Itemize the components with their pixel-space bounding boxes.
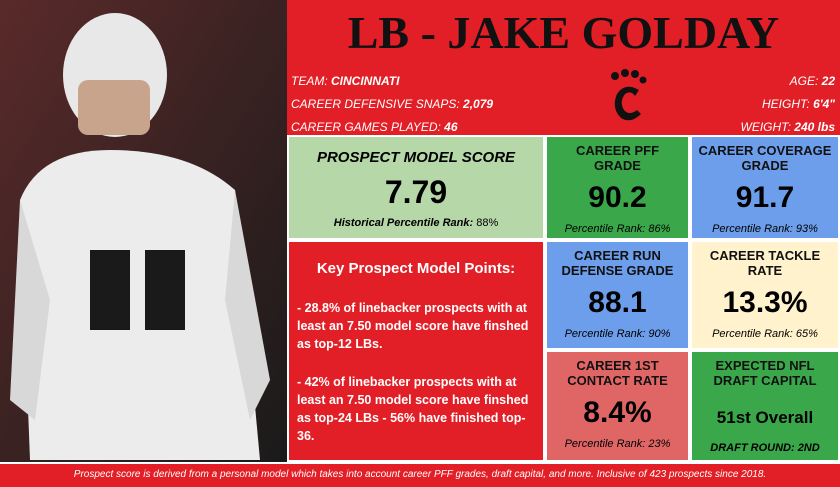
prospect-title: PROSPECT MODEL SCORE <box>316 149 516 166</box>
info-value: 6'4" <box>813 97 835 111</box>
stat-value: 88.1 <box>588 286 647 319</box>
stat-value: 13.3% <box>722 286 808 319</box>
info-label: CAREER DEFENSIVE SNAPS: <box>291 97 464 111</box>
stat-card: CAREER RUN DEFENSE GRADE 88.1 Percentile… <box>545 240 690 350</box>
rank-value: 23% <box>648 438 671 450</box>
info-label: WEIGHT: <box>740 120 795 134</box>
info-value: CINCINNATI <box>331 74 400 88</box>
info-value: 2,079 <box>463 97 494 111</box>
rank-label: Percentile Rank: <box>712 328 796 340</box>
rank-value: 86% <box>648 223 671 235</box>
key-title: Key Prospect Model Points: <box>316 260 516 277</box>
stat-title: CAREER 1ST CONTACT RATE <box>567 358 668 388</box>
info-label: CAREER GAMES PLAYED: <box>291 120 445 134</box>
rank-label: DRAFT ROUND: <box>710 442 798 454</box>
stat-value: 91.7 <box>735 181 795 214</box>
rank-label: Percentile Rank: <box>564 438 649 450</box>
player-photo <box>0 0 287 462</box>
key-points: Key Prospect Model Points: - 28.8% of li… <box>287 240 545 462</box>
stat-card: EXPECTED NFL DRAFT CAPITAL 51st Overall … <box>690 350 840 462</box>
info-label: AGE: <box>789 74 822 88</box>
key-point: - 42% of linebacker prospects with at le… <box>297 375 529 443</box>
rank-value: 65% <box>795 328 818 340</box>
stat-card: CAREER COVERAGE GRADE 91.7 Percentile Ra… <box>690 135 840 240</box>
stat-card: CAREER TACKLE RATE 13.3% Percentile Rank… <box>690 240 840 350</box>
stat-card: CAREER 1ST CONTACT RATE 8.4% Percentile … <box>545 350 690 462</box>
prospect-value: 7.79 <box>384 174 448 210</box>
right-info: AGE: 22 HEIGHT: 6'4" WEIGHT: 240 lbs <box>741 70 835 139</box>
info-value: 240 lbs <box>794 120 835 134</box>
team-logo <box>611 69 647 121</box>
rank-label: Percentile Rank: <box>564 223 649 235</box>
rank-label: Percentile Rank: <box>564 328 649 340</box>
rank-value: 93% <box>795 223 818 235</box>
stat-title: CAREER COVERAGE GRADE <box>698 143 832 173</box>
info-value: 46 <box>444 120 458 134</box>
stat-value: 90.2 <box>588 181 647 214</box>
rank-value: 2ND <box>797 442 820 454</box>
footer: Prospect score is derived from a persona… <box>0 462 840 487</box>
title: LB - JAKE GOLDAY <box>347 7 780 58</box>
rank-label: Percentile Rank: <box>712 223 796 235</box>
info-value: 22 <box>821 74 835 88</box>
info-label: HEIGHT: <box>761 97 814 111</box>
prospect-score: PROSPECT MODEL SCORE 7.79 Historical Per… <box>287 135 545 240</box>
rank-value: 88% <box>476 217 499 229</box>
key-point: - 28.8% of linebacker prospects with at … <box>297 301 529 351</box>
stat-value: 51st Overall <box>716 408 814 427</box>
stat-title: CAREER RUN DEFENSE GRADE <box>561 248 674 278</box>
stat-title: CAREER TACKLE RATE <box>709 248 821 278</box>
stat-value: 8.4% <box>583 396 652 429</box>
left-info: TEAM: CINCINNATI CAREER DEFENSIVE SNAPS:… <box>291 70 493 139</box>
header: LB - JAKE GOLDAY TEAM: CINCINNATI CAREER… <box>287 0 840 135</box>
stat-title: EXPECTED NFL DRAFT CAPITAL <box>713 358 817 388</box>
stat-title: CAREER PFF GRADE <box>575 143 660 173</box>
info-label: TEAM: <box>291 74 332 88</box>
rank-label: Historical Percentile Rank: <box>333 217 477 229</box>
stat-card: CAREER PFF GRADE 90.2 Percentile Rank: 8… <box>545 135 690 240</box>
rank-value: 90% <box>648 328 671 340</box>
